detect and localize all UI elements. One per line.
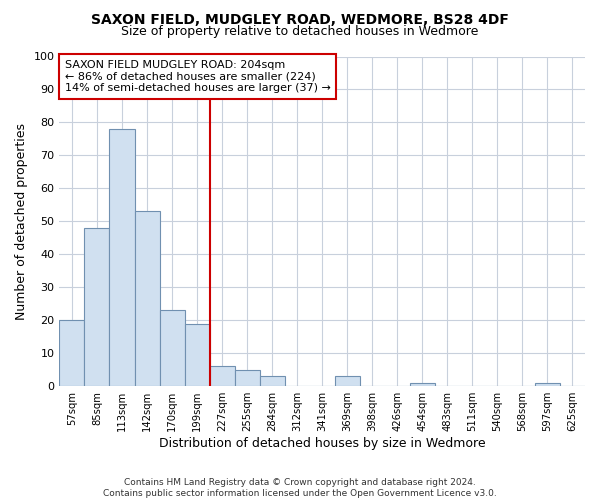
Text: SAXON FIELD MUDGLEY ROAD: 204sqm
← 86% of detached houses are smaller (224)
14% : SAXON FIELD MUDGLEY ROAD: 204sqm ← 86% o… [65, 60, 331, 93]
Bar [134, 212, 160, 386]
Bar [260, 376, 284, 386]
Y-axis label: Number of detached properties: Number of detached properties [15, 123, 28, 320]
Bar [535, 383, 560, 386]
Bar [109, 129, 134, 386]
Bar [235, 370, 260, 386]
Bar [85, 228, 109, 386]
Text: SAXON FIELD, MUDGLEY ROAD, WEDMORE, BS28 4DF: SAXON FIELD, MUDGLEY ROAD, WEDMORE, BS28… [91, 12, 509, 26]
Bar [335, 376, 360, 386]
Bar [209, 366, 235, 386]
Bar [410, 383, 435, 386]
Text: Size of property relative to detached houses in Wedmore: Size of property relative to detached ho… [121, 25, 479, 38]
Text: Contains HM Land Registry data © Crown copyright and database right 2024.
Contai: Contains HM Land Registry data © Crown c… [103, 478, 497, 498]
Bar [160, 310, 185, 386]
X-axis label: Distribution of detached houses by size in Wedmore: Distribution of detached houses by size … [159, 437, 485, 450]
Bar [59, 320, 85, 386]
Bar [185, 324, 209, 386]
